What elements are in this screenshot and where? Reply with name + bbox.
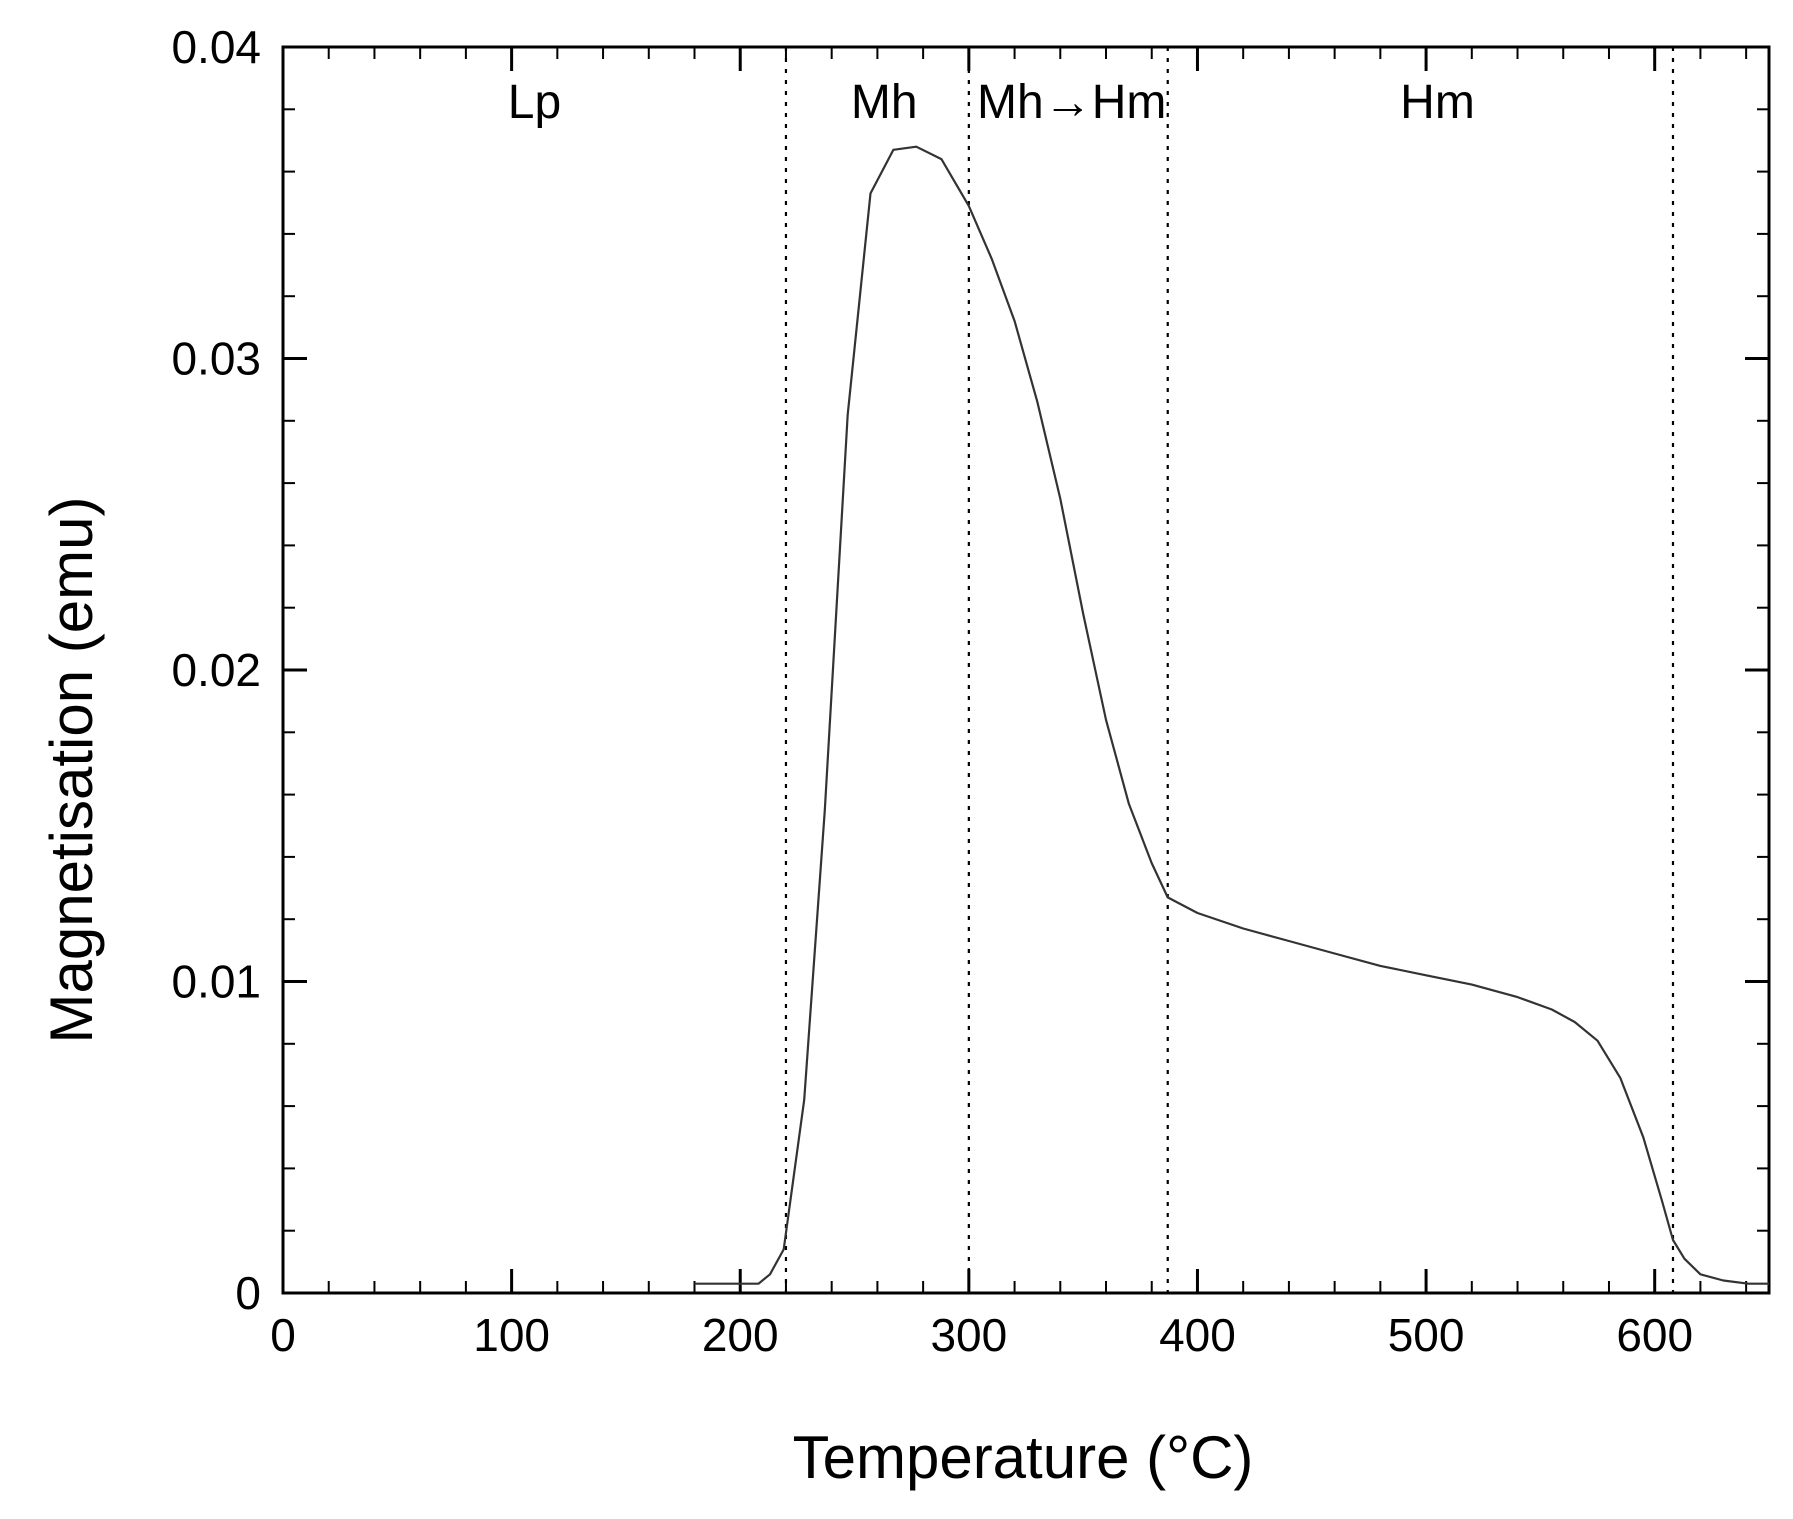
y-tick-label: 0.04: [171, 21, 261, 73]
y-tick-label: 0.02: [171, 644, 261, 696]
region-label-hm: Hm: [1400, 76, 1475, 129]
x-tick-label: 0: [270, 1309, 296, 1361]
y-tick-label: 0.03: [171, 333, 261, 385]
region-label-lp: Lp: [508, 76, 561, 129]
region-label-mhhm: Mh→Hm: [977, 76, 1166, 129]
x-tick-label: 200: [702, 1309, 779, 1361]
plot-frame: [281, 45, 1771, 1295]
x-tick-label: 300: [930, 1309, 1007, 1361]
series-line-1: [694, 145, 1769, 1285]
y-tick-label: 0.01: [171, 956, 261, 1008]
x-axis-title: Temperature (°C): [793, 1424, 1254, 1491]
region-label-mh: Mh: [851, 76, 918, 129]
x-tick-label: 400: [1159, 1309, 1236, 1361]
x-tick-label: 500: [1388, 1309, 1465, 1361]
x-tick-label: 600: [1616, 1309, 1693, 1361]
x-tick-label: 100: [473, 1309, 550, 1361]
y-tick-label: 0: [235, 1267, 261, 1319]
y-axis-title: Magnetisation (emu): [38, 497, 105, 1044]
